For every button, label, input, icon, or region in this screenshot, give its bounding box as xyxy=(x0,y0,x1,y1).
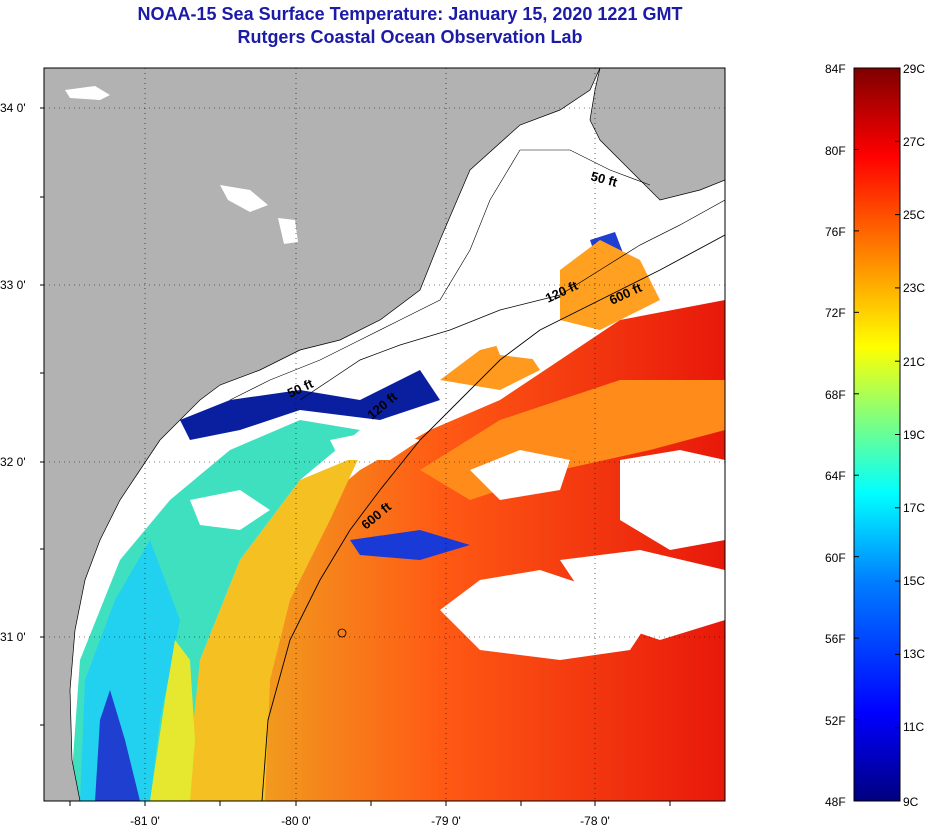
cloud-patch xyxy=(620,450,725,550)
contour-600ft xyxy=(261,234,725,801)
colorbar-f-label: 48F xyxy=(825,795,846,809)
cold-water-patch xyxy=(180,370,440,440)
cloud-patch xyxy=(470,450,570,500)
colorbar-f-label: 76F xyxy=(825,225,846,239)
colorbar-c-label: 27C xyxy=(903,135,925,149)
map-subtitle: Rutgers Coastal Ocean Observation Lab xyxy=(237,27,583,47)
station-marker xyxy=(337,628,347,638)
cloud-patch xyxy=(560,550,725,640)
cold-water-patch xyxy=(95,690,140,801)
lon-label: -79 0' xyxy=(431,814,461,828)
inland-water xyxy=(220,185,268,212)
colorbar xyxy=(853,67,901,802)
cloud-patch xyxy=(490,310,560,360)
map-title: NOAA-15 Sea Surface Temperature: January… xyxy=(137,4,683,24)
contour-120ft xyxy=(299,199,725,401)
coastal-yellow-strip xyxy=(150,640,195,801)
colorbar-f-label: 52F xyxy=(825,714,846,728)
colorbar-c-label: 21C xyxy=(903,355,925,369)
cloud-patch xyxy=(190,490,270,530)
colorbar-c-label: 29C xyxy=(903,62,925,76)
lon-label: -80 0' xyxy=(281,814,311,828)
axis-ticks xyxy=(40,107,671,806)
colorbar-c-label: 19C xyxy=(903,428,925,442)
colorbar-c-label: 23C xyxy=(903,281,925,295)
colorbar-f-label: 72F xyxy=(825,306,846,320)
colorbar-ticks xyxy=(854,67,900,802)
land-mass xyxy=(44,68,601,801)
colorbar-f-label: 68F xyxy=(825,388,846,402)
inland-water xyxy=(65,86,110,100)
yellow-water-band xyxy=(180,455,360,801)
colorbar-c-label: 13C xyxy=(903,647,925,661)
contour-50ft xyxy=(229,149,651,401)
map-area: 50 ft 120 ft 600 ft 50 ft 120 ft 600 ft xyxy=(44,68,725,801)
lat-label: 32 0' xyxy=(0,455,26,469)
colorbar-f-label: 64F xyxy=(825,469,846,483)
inland-water xyxy=(278,218,298,244)
lat-label: 33 0' xyxy=(0,278,26,292)
colorbar-f-label: 60F xyxy=(825,551,846,565)
colorbar-c-label: 17C xyxy=(903,501,925,515)
colorbar-f-label: 56F xyxy=(825,632,846,646)
land-mass xyxy=(589,68,725,201)
lon-label: -78 0' xyxy=(580,814,610,828)
cloud-patch xyxy=(330,430,420,460)
colorbar-f-label: 84F xyxy=(825,62,846,76)
graticule xyxy=(44,68,725,801)
colorbar-c-label: 25C xyxy=(903,208,925,222)
contour-label: 50 ft xyxy=(589,168,619,190)
lat-label: 31 0' xyxy=(0,630,26,644)
colorbar-c-label: 9C xyxy=(903,795,919,809)
lat-label: 34 0' xyxy=(0,101,26,115)
lon-label: -81 0' xyxy=(130,814,160,828)
cold-water-patch xyxy=(350,530,470,560)
colorbar-f-label: 80F xyxy=(825,144,846,158)
colorbar-c-label: 11C xyxy=(903,720,924,734)
colorbar-c-label: 15C xyxy=(903,574,925,588)
map-frame xyxy=(43,67,726,802)
